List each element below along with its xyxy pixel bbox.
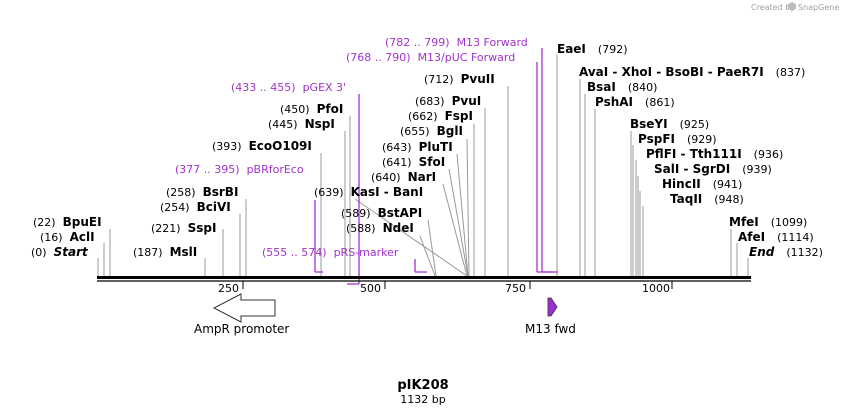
primer-line-pbrforeco — [314, 200, 323, 273]
enzyme-label-bgli[interactable]: (655) BglI — [400, 124, 463, 138]
credit-brand: SnapGene — [798, 3, 839, 12]
snapgene-logo-icon — [788, 2, 796, 11]
axis-tick-750: 750 — [505, 282, 526, 295]
enzyme-label-sfoi[interactable]: (641) SfoI — [382, 155, 445, 169]
enzyme-label-sspi[interactable]: (221) SspI — [151, 221, 216, 235]
axis-tick-1000: 1000 — [642, 282, 670, 295]
primer-line-prs-marker — [414, 259, 427, 273]
enzyme-label-bcivi[interactable]: (254) BciVI — [160, 200, 231, 214]
site-line-ndei — [419, 235, 436, 277]
enzyme-label-eaei[interactable]: EaeI (792) — [557, 42, 628, 56]
enzyme-label-kasi-bani[interactable]: (639) KasI - BanI — [314, 185, 423, 199]
enzyme-label-mfei[interactable]: MfeI (1099) — [729, 215, 807, 229]
plasmid-length: 1132 bp — [400, 393, 445, 406]
enzyme-label-avai-group[interactable]: AvaI - XhoI - BsoBI - PaeR7I (837) — [579, 65, 805, 79]
enzyme-label-pluti[interactable]: (643) PluTI — [382, 140, 453, 154]
axis-tick-250: 250 — [218, 282, 239, 295]
enzyme-label-bseyi[interactable]: BseYI (925) — [630, 117, 709, 131]
site-line-kasi — [354, 198, 468, 277]
site-line-sfoi — [448, 168, 469, 277]
feature-label-ampr-promoter: AmpR promoter — [194, 322, 289, 336]
ampr-promoter-arrow-icon — [212, 293, 276, 323]
enzyme-label-hincii[interactable]: HincII (941) — [662, 177, 742, 191]
site-line-bstapi — [427, 219, 437, 277]
enzyme-label-end[interactable]: End (1132) — [749, 245, 823, 259]
primer-label-m13-forward[interactable]: (782 .. 799) M13 Forward — [385, 36, 528, 49]
site-line-nari — [442, 183, 468, 277]
primer-label-prs-marker[interactable]: (555 .. 574) pRS-marker — [262, 246, 399, 259]
enzyme-label-start[interactable]: (0) Start — [31, 245, 89, 259]
primer-line-m13-forward — [541, 48, 558, 273]
enzyme-label-bpuei[interactable]: (22) BpuEI — [33, 215, 102, 229]
enzyme-label-ecoo109i[interactable]: (393) EcoO109I — [212, 139, 312, 153]
enzyme-label-taqii[interactable]: TaqII (948) — [670, 192, 744, 206]
credit-created-by: Created by — [751, 3, 795, 12]
feature-m13-fwd[interactable]: M13 fwd — [525, 297, 576, 336]
enzyme-label-ndei[interactable]: (588) NdeI — [346, 221, 414, 235]
primer-line-m13-puc-forward — [536, 62, 551, 273]
feature-label-m13-fwd: M13 fwd — [525, 322, 576, 336]
enzyme-label-acli[interactable]: (16) AclI — [40, 230, 95, 244]
enzyme-label-nspi[interactable]: (445) NspI — [268, 117, 335, 131]
site-line-bgli — [466, 138, 470, 277]
enzyme-label-bstapi[interactable]: (589) BstAPI — [341, 206, 422, 220]
enzyme-labels: (22) BpuEI (16) AclI (0) Start (187) MslI (2… — [31, 42, 823, 259]
primer-line-pgex3 — [347, 94, 360, 285]
enzyme-label-pflfi-tth111i[interactable]: PflFI - Tth111I (936) — [646, 147, 783, 161]
axis-tick-500: 500 — [360, 282, 381, 295]
site-lines — [97, 55, 749, 277]
map-title: pIK208 1132 bp — [397, 378, 448, 406]
site-line-pluti — [456, 153, 469, 277]
primer-label-m13-puc-forward[interactable]: (768 .. 790) M13/pUC Forward — [346, 51, 515, 64]
enzyme-label-msli[interactable]: (187) MslI — [133, 245, 197, 259]
enzyme-label-bsrbi[interactable]: (258) BsrBI — [166, 185, 238, 199]
enzyme-label-pvuii[interactable]: (712) PvuII — [424, 72, 495, 86]
feature-ampr-promoter[interactable]: AmpR promoter — [194, 293, 289, 336]
enzyme-label-pspfi[interactable]: PspFI (929) — [638, 132, 717, 146]
enzyme-label-pfoi[interactable]: (450) PfoI — [280, 102, 343, 116]
enzyme-label-pvui[interactable]: (683) PvuI — [415, 94, 481, 108]
snapgene-credit: Created by SnapGene — [751, 2, 839, 12]
m13-fwd-arrow-icon — [547, 297, 558, 317]
backbone — [97, 276, 751, 289]
primer-label-pbrforeco[interactable]: (377 .. 395) pBRforEco — [175, 163, 304, 176]
primer-label-pgex3[interactable]: (433 .. 455) pGEX 3' — [231, 81, 346, 94]
primer-labels: (782 .. 799) M13 Forward (768 .. 790) M13/… — [175, 36, 528, 259]
enzyme-label-bsai[interactable]: BsaI (840) — [587, 80, 657, 94]
enzyme-label-fspi[interactable]: (662) FspI — [408, 109, 473, 123]
axis-ticks: 250 500 750 1000 — [218, 282, 670, 295]
plasmid-name: pIK208 — [397, 378, 448, 393]
primer-lines — [314, 48, 558, 285]
enzyme-label-sali-sgrdi[interactable]: SalI - SgrDI (939) — [654, 162, 772, 176]
enzyme-label-nari[interactable]: (640) NarI — [371, 170, 436, 184]
enzyme-label-afei[interactable]: AfeI (1114) — [738, 230, 814, 244]
enzyme-label-pshai[interactable]: PshAI (861) — [595, 95, 675, 109]
